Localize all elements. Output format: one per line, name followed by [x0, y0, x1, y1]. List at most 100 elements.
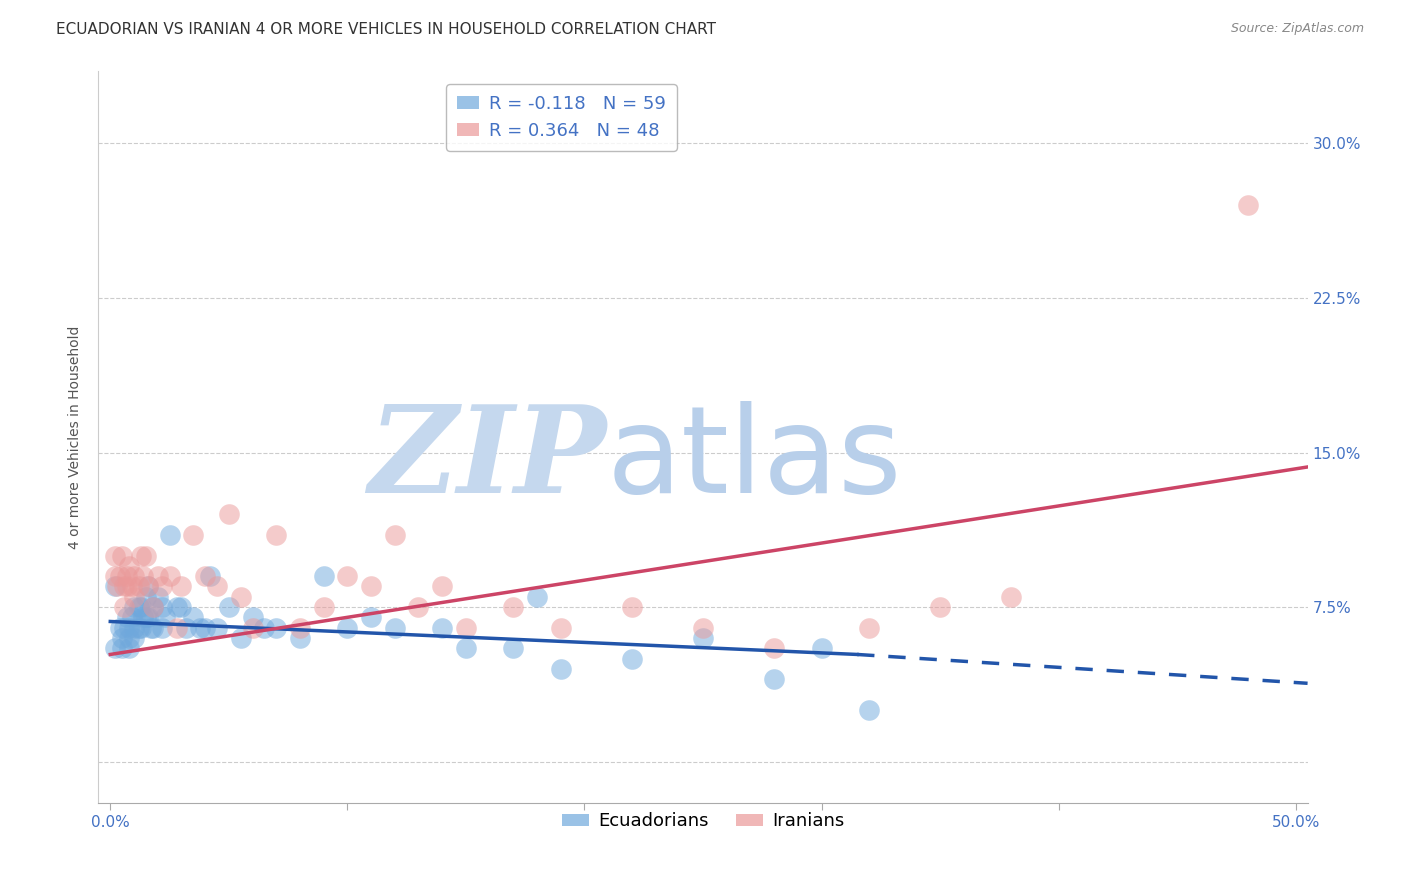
Point [336, 621, 359, 635]
Point [152, 579, 174, 593]
Point [360, 579, 382, 593]
Point [129, 600, 152, 615]
Point [114, 579, 136, 593]
Point [229, 590, 252, 604]
Point [432, 579, 454, 593]
Point [132, 569, 155, 583]
Point [502, 641, 524, 656]
Point [118, 641, 141, 656]
Point [526, 590, 548, 604]
Point [111, 631, 134, 645]
Point [205, 579, 228, 593]
Point [312, 569, 335, 583]
Point [128, 579, 150, 593]
Point [142, 621, 165, 635]
Point [104, 641, 127, 656]
Point [194, 569, 217, 583]
Point [763, 641, 786, 656]
Point [454, 641, 477, 656]
Point [104, 569, 127, 583]
Point [692, 631, 714, 645]
Point [159, 569, 181, 583]
Point [129, 549, 152, 563]
Point [858, 703, 880, 717]
Point [242, 621, 264, 635]
Point [550, 621, 572, 635]
Point [205, 621, 228, 635]
Point [929, 600, 952, 615]
Point [104, 549, 127, 563]
Point [135, 549, 157, 563]
Point [114, 600, 136, 615]
Point [170, 579, 193, 593]
Point [454, 621, 477, 635]
Point [858, 621, 880, 635]
Point [129, 621, 152, 635]
Point [432, 621, 454, 635]
Point [108, 569, 131, 583]
Point [384, 621, 406, 635]
Point [620, 600, 643, 615]
Point [312, 600, 335, 615]
Point [128, 621, 150, 635]
Point [360, 610, 382, 624]
Text: Source: ZipAtlas.com: Source: ZipAtlas.com [1230, 22, 1364, 36]
Point [136, 579, 159, 593]
Text: atlas: atlas [606, 401, 901, 517]
Point [146, 569, 169, 583]
Point [264, 621, 287, 635]
Point [229, 631, 252, 645]
Point [288, 631, 311, 645]
Point [108, 621, 131, 635]
Point [763, 672, 786, 686]
Point [139, 621, 162, 635]
Text: ZIP: ZIP [368, 400, 606, 518]
Point [181, 528, 204, 542]
Point [118, 621, 141, 635]
Y-axis label: 4 or more Vehicles in Household: 4 or more Vehicles in Household [69, 326, 83, 549]
Point [122, 590, 145, 604]
Point [118, 558, 141, 573]
Point [174, 621, 197, 635]
Point [135, 590, 157, 604]
Point [159, 528, 181, 542]
Point [152, 621, 174, 635]
Text: ECUADORIAN VS IRANIAN 4 OR MORE VEHICLES IN HOUSEHOLD CORRELATION CHART: ECUADORIAN VS IRANIAN 4 OR MORE VEHICLES… [56, 22, 716, 37]
Point [198, 569, 221, 583]
Point [166, 600, 188, 615]
Point [620, 651, 643, 665]
Point [810, 641, 832, 656]
Point [121, 610, 143, 624]
Point [181, 610, 204, 624]
Point [114, 621, 136, 635]
Point [153, 610, 176, 624]
Point [194, 621, 217, 635]
Legend: Ecuadorians, Iranians: Ecuadorians, Iranians [555, 805, 851, 838]
Point [288, 621, 311, 635]
Point [218, 508, 240, 522]
Point [218, 600, 240, 615]
Point [136, 579, 159, 593]
Point [142, 600, 165, 615]
Point [264, 528, 287, 542]
Point [408, 600, 430, 615]
Point [111, 641, 134, 656]
Point [136, 610, 159, 624]
Point [122, 621, 145, 635]
Point [336, 569, 359, 583]
Point [104, 579, 127, 593]
Point [111, 549, 134, 563]
Point [502, 600, 524, 615]
Point [146, 590, 169, 604]
Point [135, 610, 157, 624]
Point [118, 631, 141, 645]
Point [132, 610, 155, 624]
Point [253, 621, 276, 635]
Point [128, 600, 150, 615]
Point [242, 610, 264, 624]
Point [1000, 590, 1022, 604]
Point [115, 579, 138, 593]
Point [152, 600, 174, 615]
Point [550, 662, 572, 676]
Point [1237, 198, 1260, 212]
